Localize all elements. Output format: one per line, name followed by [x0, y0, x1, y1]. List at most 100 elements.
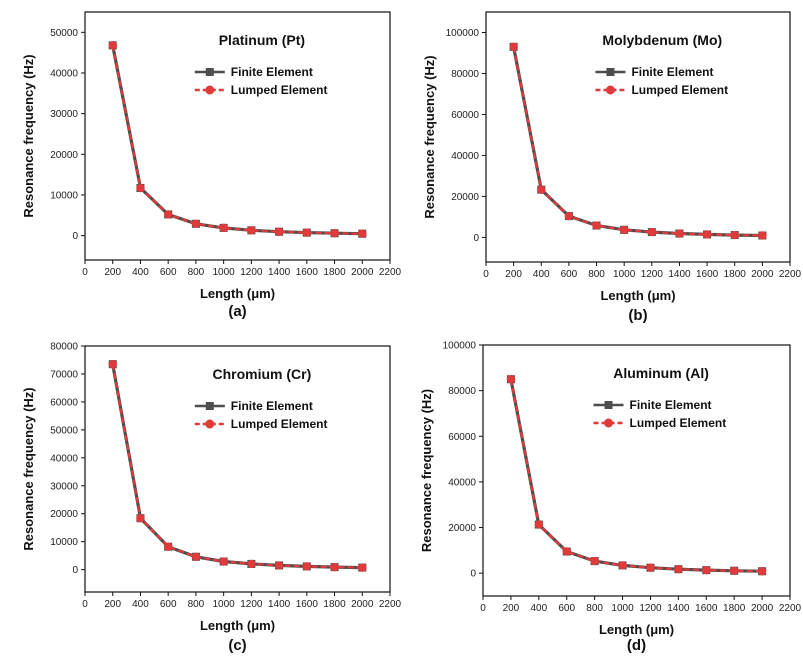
- legend-label-finite: Finite Element: [630, 398, 712, 412]
- data-point-lumped: [330, 229, 339, 238]
- data-point-lumped: [219, 557, 228, 566]
- chart-title: Chromium (Cr): [213, 366, 312, 382]
- x-tick-label: 2000: [751, 603, 774, 614]
- y-tick-label: 80000: [448, 386, 476, 397]
- legend-label-lumped: Lumped Element: [231, 417, 328, 431]
- data-point-lumped: [163, 210, 173, 219]
- x-tick-label: 1200: [240, 267, 263, 278]
- x-tick-label: 0: [480, 603, 486, 614]
- chart-title: Aluminum (Al): [613, 365, 709, 381]
- data-point-lumped: [534, 520, 544, 529]
- x-tick-label: 1400: [668, 269, 691, 280]
- data-point-lumped: [330, 562, 339, 572]
- data-point-lumped: [702, 565, 711, 575]
- data-point-lumped: [191, 219, 201, 229]
- y-axis-title: Resonance frequency (Hz): [21, 54, 36, 217]
- y-tick-label: 80000: [50, 342, 78, 353]
- x-tick-label: 1000: [213, 267, 236, 278]
- chart-panel: 0 200 400 600 800 1000 1200 1400 1600 1800 2000 220…: [422, 11, 802, 324]
- y-tick-label: 40000: [50, 453, 78, 464]
- x-tick-label: 2200: [779, 603, 802, 614]
- x-tick-label: 200: [505, 269, 522, 280]
- legend-marker-circle: [605, 85, 615, 95]
- y-tick-label: 10000: [50, 537, 78, 548]
- y-tick-label: 40000: [50, 68, 78, 79]
- x-tick-label: 1600: [296, 267, 319, 278]
- x-tick-label: 600: [558, 603, 575, 614]
- series-line-lumped: [509, 378, 763, 573]
- panel-label: (b): [628, 307, 647, 324]
- legend-marker-square: [205, 402, 214, 410]
- x-tick-label: 2000: [351, 267, 374, 278]
- data-point-lumped: [163, 542, 173, 551]
- x-tick-label: 200: [104, 599, 121, 610]
- series-line-finite: [111, 363, 363, 570]
- y-tick-label: 30000: [50, 481, 78, 492]
- data-point-lumped: [619, 225, 629, 235]
- x-tick-label: 1200: [641, 269, 664, 280]
- x-tick-label: 1400: [667, 603, 690, 614]
- data-point-lumped: [108, 359, 117, 369]
- chart-panel: 0 200 400 600 800 1000 1200 1400 1600 1800 2000 220…: [21, 11, 402, 320]
- x-tick-label: 1600: [695, 603, 718, 614]
- x-tick-label: 1000: [213, 599, 236, 610]
- data-point-lumped: [358, 563, 367, 572]
- y-tick-label: 80000: [451, 69, 479, 80]
- x-tick-label: 1800: [724, 269, 747, 280]
- y-tick-label: 50000: [50, 425, 78, 436]
- x-tick-label: 400: [530, 603, 547, 614]
- x-tick-label: 1000: [613, 269, 636, 280]
- panel-label: (a): [228, 303, 246, 320]
- x-tick-label: 2200: [379, 599, 402, 610]
- data-point-lumped: [675, 229, 684, 238]
- x-tick-label: 1800: [323, 267, 346, 278]
- x-tick-label: 0: [82, 267, 88, 278]
- y-tick-label: 0: [72, 231, 78, 242]
- x-tick-label: 1200: [240, 599, 263, 610]
- data-point-lumped: [274, 227, 284, 236]
- x-tick-label: 400: [132, 267, 149, 278]
- chart-title: Platinum (Pt): [219, 32, 305, 48]
- data-point-lumped: [136, 183, 145, 193]
- y-tick-label: 50000: [50, 28, 78, 39]
- y-tick-label: 20000: [451, 192, 479, 203]
- x-tick-label: 600: [561, 269, 578, 280]
- y-tick-label: 60000: [50, 397, 78, 408]
- y-tick-label: 0: [470, 569, 476, 580]
- data-point-lumped: [509, 42, 518, 52]
- x-axis-title: Length (μm): [600, 288, 675, 303]
- x-tick-label: 200: [104, 267, 121, 278]
- panel-label: (c): [228, 637, 246, 654]
- x-tick-label: 2000: [751, 269, 774, 280]
- x-axis-title: Length (μm): [599, 622, 674, 637]
- data-point-lumped: [646, 563, 655, 572]
- x-tick-label: 400: [132, 599, 149, 610]
- chart-panel: 0 200 400 600 800 1000 1200 1400 1600 1800 2000 220…: [419, 341, 802, 655]
- legend-label-finite: Finite Element: [631, 65, 713, 79]
- data-point-lumped: [358, 229, 367, 238]
- chart-title: Molybdenum (Mo): [602, 32, 722, 48]
- data-point-lumped: [564, 211, 574, 221]
- data-point-lumped: [108, 41, 117, 50]
- data-point-lumped: [191, 552, 201, 561]
- x-tick-label: 2200: [779, 269, 802, 280]
- data-point-lumped: [506, 375, 516, 384]
- data-point-lumped: [674, 564, 683, 574]
- panel-label: (d): [627, 637, 646, 654]
- series-line-lumped: [111, 364, 363, 569]
- data-point-lumped: [702, 230, 712, 239]
- x-tick-label: 2000: [351, 599, 374, 610]
- data-point-lumped: [618, 561, 627, 570]
- y-axis-title: Resonance frequency (Hz): [419, 389, 434, 552]
- x-tick-label: 600: [160, 267, 177, 278]
- data-point-lumped: [274, 561, 284, 570]
- legend-label-lumped: Lumped Element: [631, 83, 728, 97]
- y-tick-label: 10000: [50, 190, 78, 201]
- x-tick-label: 1400: [268, 599, 291, 610]
- y-axis-title: Resonance frequency (Hz): [21, 387, 36, 550]
- x-tick-label: 800: [188, 267, 205, 278]
- x-tick-label: 800: [588, 269, 605, 280]
- data-point-lumped: [219, 223, 228, 233]
- y-tick-label: 60000: [448, 432, 476, 443]
